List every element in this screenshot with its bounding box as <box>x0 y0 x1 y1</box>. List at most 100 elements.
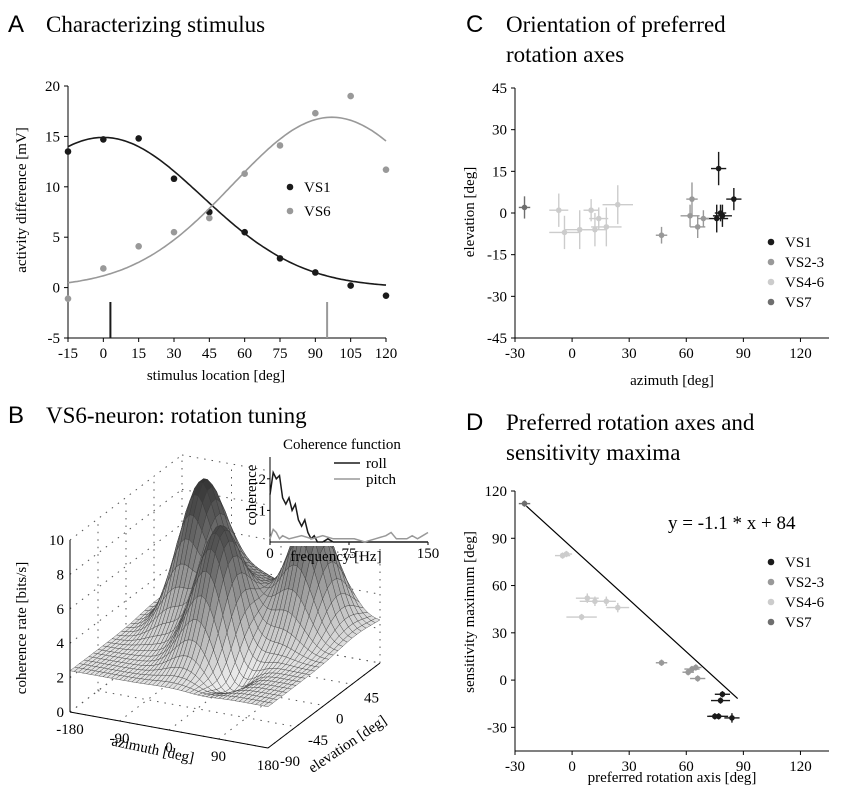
b-surface-patch <box>263 702 274 707</box>
panel-a-xlabel: stimulus location [deg] <box>147 368 285 384</box>
d-fit-line <box>526 505 739 699</box>
panel-b-title: VS6-neuron: rotation tuning <box>46 403 307 428</box>
d-legend-label-vs4-6: VS4-6 <box>785 595 825 611</box>
b-y-tick-label: 0 <box>336 712 344 728</box>
c-y-tick-label: -30 <box>487 289 507 305</box>
d-point-vs7 <box>521 500 528 507</box>
a-x-tick-label: 75 <box>273 346 288 362</box>
c-point-vs2-3 <box>658 232 665 239</box>
b-y-tick-label: -90 <box>280 754 300 770</box>
a-point-vs1 <box>135 135 142 142</box>
d-x-tick-label: 90 <box>736 759 751 775</box>
d-point-vs4-6 <box>592 598 598 605</box>
a-point-vs6 <box>100 265 107 272</box>
b-z-tick-label: 4 <box>57 636 65 652</box>
c-point-vs1 <box>731 196 737 202</box>
c-y-tick-label: 45 <box>492 81 507 97</box>
c-legend-marker-vs4-6 <box>767 278 775 286</box>
a-point-vs6 <box>276 142 284 149</box>
a-x-tick-label: 90 <box>308 346 323 362</box>
b-grid-left-z <box>69 454 183 541</box>
inset-x-tick-label: 0 <box>266 546 274 562</box>
b-z-tick-label: 8 <box>57 567 65 583</box>
d-point-vs4-6 <box>578 614 585 620</box>
a-x-tick-label: 0 <box>100 346 108 362</box>
panel-c-letter: C <box>466 11 483 38</box>
a-y-tick-label: 15 <box>45 129 60 145</box>
d-y-tick-label: 90 <box>492 531 507 547</box>
d-y-tick-label: 0 <box>500 673 508 689</box>
a-y-tick-label: 10 <box>45 180 60 196</box>
c-y-tick-label: 0 <box>500 206 508 222</box>
d-x-tick-label: 120 <box>789 759 812 775</box>
d-point-vs4-6 <box>603 598 610 605</box>
d-x-tick-label: 30 <box>622 759 637 775</box>
inset-y-tick-label: .1 <box>255 503 266 519</box>
a-point-vs1 <box>382 292 390 299</box>
b-y-axis <box>267 662 381 749</box>
d-legend-label-vs1: VS1 <box>785 555 812 571</box>
b-z-tick-label: 2 <box>57 671 65 687</box>
d-legend-marker-vs2-3 <box>767 578 775 586</box>
a-fit-vs6 <box>67 116 387 284</box>
inset-line-pitch <box>269 528 429 543</box>
a-legend-marker-vs6 <box>286 207 294 215</box>
c-point-vs2-3 <box>700 215 707 222</box>
a-point-vs6 <box>312 109 319 117</box>
a-x-tick-label: 45 <box>202 346 217 362</box>
d-point-vs1 <box>719 691 726 698</box>
b-z-tick-label: 0 <box>57 705 65 721</box>
inset-ylabel: coherence <box>244 464 260 525</box>
b-grid-left-z <box>69 489 183 575</box>
panel-b-letter: B <box>8 402 24 429</box>
c-x-tick-label: 120 <box>789 346 812 362</box>
b-y-tick-label: 45 <box>364 690 379 706</box>
c-y-tick-label: -45 <box>487 331 507 347</box>
a-point-vs6 <box>64 295 72 302</box>
a-fit-vs1 <box>67 136 387 286</box>
inset-line-roll <box>269 469 428 543</box>
d-legend-label-vs2-3: VS2-3 <box>785 575 824 591</box>
b-x-axis <box>69 711 269 749</box>
c-point-vs4-6 <box>576 226 583 233</box>
a-y-tick-label: 20 <box>45 79 60 95</box>
d-legend-marker-vs7 <box>767 618 775 626</box>
d-point-vs2-3 <box>658 659 665 666</box>
d-point-vs2-3 <box>692 664 699 671</box>
inset-legend-label-roll: roll <box>366 456 387 472</box>
b-grid-left-z <box>69 557 183 644</box>
a-point-vs1 <box>347 282 354 289</box>
b-x-tick-label: 90 <box>211 749 226 765</box>
inset-y-tick-label: .2 <box>255 472 266 488</box>
d-y-tick-label: 30 <box>492 626 507 642</box>
d-point-vs2-3 <box>685 669 691 676</box>
a-point-vs1 <box>276 255 284 262</box>
inset-x-tick-label: 75 <box>342 546 357 562</box>
inset-background <box>268 438 432 546</box>
a-x-tick-label: 105 <box>339 346 362 362</box>
c-y-tick-label: 15 <box>492 164 507 180</box>
b-grid-floor-u <box>218 653 331 740</box>
a-point-vs6 <box>241 170 248 177</box>
a-point-vs6 <box>206 214 213 222</box>
panel-c: C Orientation of preferred rotation axes… <box>462 11 829 389</box>
c-x-tick-label: -30 <box>505 346 525 362</box>
inset-xlabel: frequency [Hz] <box>290 549 381 565</box>
c-point-vs4-6 <box>603 224 610 230</box>
c-point-vs1 <box>715 165 722 172</box>
c-point-vs4-6 <box>561 229 568 236</box>
b-grid-left-z <box>69 523 183 610</box>
b-grid-floor-u <box>69 626 183 713</box>
c-point-vs2-3 <box>689 196 695 202</box>
c-legend-marker-vs7 <box>767 298 775 306</box>
a-legend-label-vs6: VS6 <box>304 204 331 220</box>
d-y-tick-label: -30 <box>487 720 507 736</box>
panel-d-title-line2: sensitivity maxima <box>506 440 680 465</box>
panel-d-ylabel: sensitivity maximum [deg] <box>462 531 478 693</box>
panel-b-zlabel: coherence rate [bits/s] <box>14 562 30 694</box>
a-point-vs6 <box>382 166 390 173</box>
c-legend-label-vs7: VS7 <box>785 295 812 311</box>
c-x-tick-label: 0 <box>568 346 576 362</box>
inset-x-tick-label: 150 <box>417 546 440 562</box>
a-x-tick-label: 60 <box>237 346 252 362</box>
